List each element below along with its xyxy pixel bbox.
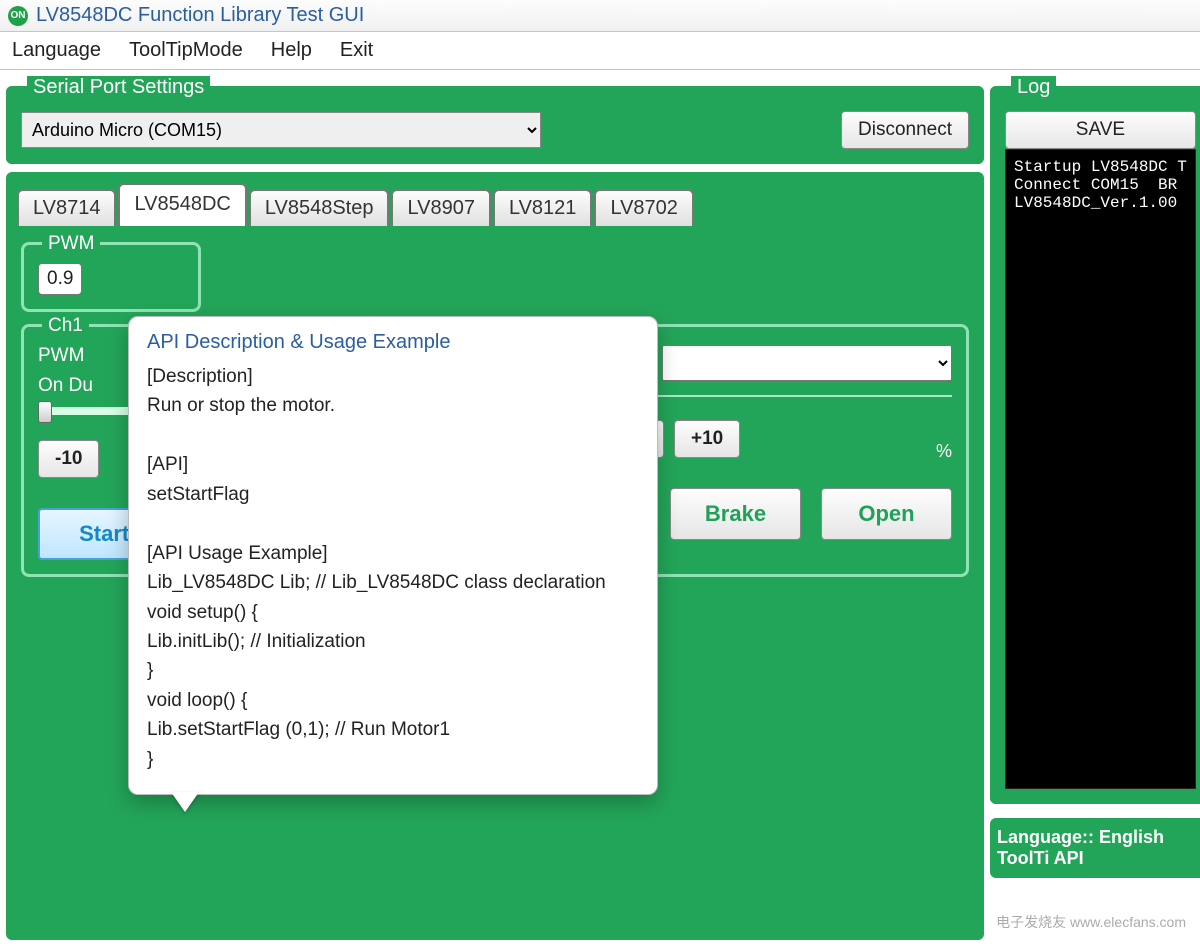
watermark: 电子发烧友 www.elecfans.com	[996, 912, 1186, 932]
ch1-legend: Ch1	[42, 315, 89, 337]
tab-lv8907[interactable]: LV8907	[391, 189, 490, 226]
device-tabs: LV8714LV8548DCLV8548StepLV8907LV8121LV87…	[17, 183, 973, 226]
api-tooltip: API Description & Usage Example [Descrip…	[128, 316, 658, 795]
ch2-brake-button[interactable]: Brake	[670, 488, 801, 540]
serial-port-settings: Serial Port Settings Arduino Micro (COM1…	[6, 76, 984, 164]
pwm-value[interactable]: 0.9	[38, 263, 82, 295]
log-group: Log SAVE Startup LV8548DC T Connect COM1…	[990, 76, 1200, 804]
tooltip-tail-icon	[171, 792, 199, 812]
tab-lv8714[interactable]: LV8714	[17, 189, 116, 226]
tab-lv8121[interactable]: LV8121	[493, 189, 592, 226]
ch2-open-button[interactable]: Open	[821, 488, 952, 540]
menu-exit[interactable]: Exit	[340, 39, 373, 62]
tooltip-title: API Description & Usage Example	[147, 331, 639, 354]
menu-tooltipmode[interactable]: ToolTipMode	[129, 39, 243, 62]
serial-legend: Serial Port Settings	[27, 76, 210, 99]
tab-lv8702[interactable]: LV8702	[594, 189, 693, 226]
status-bar: Language:: English ToolTi API	[990, 818, 1200, 878]
disconnect-button[interactable]: Disconnect	[841, 111, 969, 149]
ch2-percent-label: %	[936, 441, 952, 462]
menu-language[interactable]: Language	[12, 39, 101, 62]
status-language: Language:: English	[997, 827, 1200, 848]
ch1-minus10-button[interactable]: -10	[38, 440, 99, 478]
pwm-legend: PWM	[42, 233, 100, 255]
tooltip-body: [Description] Run or stop the motor. [AP…	[147, 362, 639, 774]
title-bar: ON LV8548DC Function Library Test GUI	[0, 0, 1200, 32]
log-legend: Log	[1011, 76, 1056, 99]
ch2-plus10-button[interactable]: +10	[674, 420, 740, 458]
app-logo-icon: ON	[8, 6, 28, 26]
pwm-group: PWM 0.9	[21, 242, 201, 312]
log-save-button[interactable]: SAVE	[1005, 111, 1196, 149]
status-tooltip: ToolTi API	[997, 848, 1200, 869]
menu-bar: Language ToolTipMode Help Exit	[0, 32, 1200, 70]
window-title: LV8548DC Function Library Test GUI	[36, 4, 364, 27]
ch2-select[interactable]	[662, 345, 952, 381]
tab-lv8548step[interactable]: LV8548Step	[249, 189, 390, 226]
menu-help[interactable]: Help	[271, 39, 312, 62]
slider-thumb-icon[interactable]	[38, 401, 52, 423]
serial-port-select[interactable]: Arduino Micro (COM15)	[21, 112, 541, 148]
log-console: Startup LV8548DC T Connect COM15 BR LV85…	[1005, 149, 1196, 789]
tab-lv8548dc[interactable]: LV8548DC	[118, 183, 246, 226]
